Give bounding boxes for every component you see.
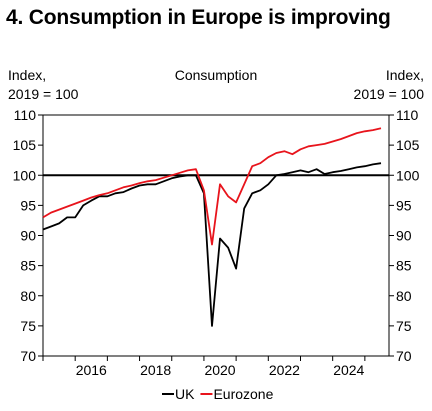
y-tick-label-left: 105 bbox=[13, 137, 37, 153]
y-tick-label-left: 110 bbox=[14, 107, 37, 123]
x-tick-label: 2020 bbox=[204, 362, 235, 378]
y-tick-label-right: 85 bbox=[396, 258, 412, 274]
y-tick-label-left: 85 bbox=[20, 258, 36, 274]
y-tick-label-left: 90 bbox=[20, 228, 36, 244]
y-tick-label-right: 75 bbox=[396, 318, 412, 334]
x-tick-label: 2022 bbox=[269, 362, 300, 378]
y-tick-label-right: 105 bbox=[396, 137, 420, 153]
x-tick-label: 2018 bbox=[140, 362, 171, 378]
y-tick-label-right: 100 bbox=[396, 167, 420, 183]
plot-frame bbox=[42, 114, 390, 357]
y-tick-label-right: 80 bbox=[396, 288, 412, 304]
y-tick-label-right: 90 bbox=[396, 228, 412, 244]
chart-subtitle: Consumption bbox=[175, 67, 258, 83]
series-line-uk bbox=[42, 162, 382, 327]
y-tick-label-right: 70 bbox=[396, 348, 412, 364]
y-tick-label-right: 95 bbox=[396, 197, 412, 213]
chart-title: 4. Consumption in Europe is improving bbox=[6, 6, 391, 29]
y-tick-label-left: 80 bbox=[20, 288, 36, 304]
right-axis-label-line2: 2019 = 100 bbox=[354, 86, 425, 102]
series-line-eurozone bbox=[42, 127, 382, 246]
x-tick-label: 2016 bbox=[76, 362, 107, 378]
left-axis-label-line2: 2019 = 100 bbox=[8, 86, 79, 102]
x-tick-label: 2024 bbox=[333, 362, 364, 378]
y-tick-label-left: 70 bbox=[20, 348, 36, 364]
legend-label-uk: UK bbox=[175, 386, 195, 402]
legend-label-eurozone: Eurozone bbox=[213, 386, 273, 402]
y-tick-label-left: 100 bbox=[13, 167, 37, 183]
left-axis-label-line1: Index, bbox=[8, 67, 46, 83]
y-tick-label-left: 75 bbox=[20, 318, 36, 334]
right-axis-label-line1: Index, bbox=[386, 67, 424, 83]
y-tick-label-right: 110 bbox=[396, 107, 419, 123]
y-tick-label-left: 95 bbox=[20, 197, 36, 213]
